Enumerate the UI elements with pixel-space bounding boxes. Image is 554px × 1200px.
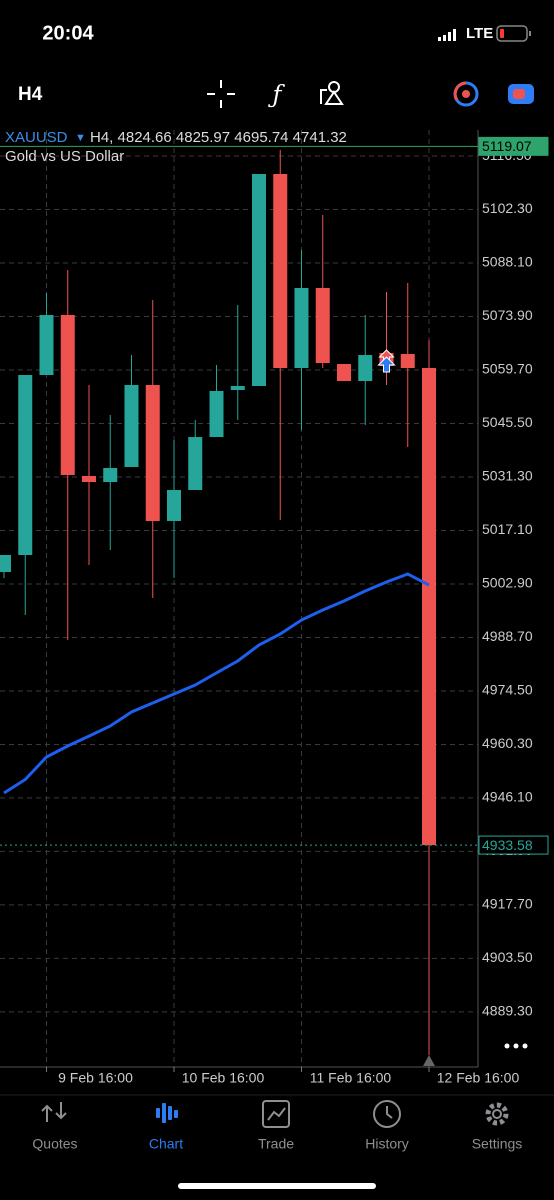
candle-body [252,174,266,387]
tab[interactable]: Trade [258,1100,294,1152]
tab-icon [267,1107,286,1121]
more-button[interactable] [504,1043,528,1049]
y-tick-label: 5017.10 [482,521,533,537]
tab-icon [492,1109,502,1119]
y-tick-label: 5045.50 [482,414,533,430]
x-tick-label: 11 Feb 16:00 [310,1070,392,1086]
candle-body [39,315,54,376]
tab[interactable]: Chart [149,1103,183,1152]
price-label: 4933.58 [482,837,533,853]
tab-label: Quotes [32,1136,77,1152]
tab-label: Trade [258,1136,294,1152]
ohlc-info: H4, 4824.66 4825.97 4695.74 4741.32 [90,129,347,146]
y-tick-label: 5088.10 [482,254,533,270]
tab-icon [386,1106,393,1119]
grid [0,130,478,1067]
tab-icon [174,1110,178,1118]
candle-body [422,368,436,846]
symbol-dropdown[interactable]: ▼ [75,132,86,144]
tab-label: Chart [149,1136,183,1152]
home-indicator [178,1183,376,1189]
tab-icon [373,1100,401,1128]
y-tick-label: 4889.30 [482,1003,533,1019]
tab-icon [262,1100,290,1128]
candle-body [230,386,245,391]
y-tick-label: 4903.50 [482,949,533,965]
signal-icon [438,29,456,41]
tab-label: Settings [472,1136,523,1152]
candle-body [209,390,224,438]
candle-body [60,315,75,475]
candle-body [82,476,96,482]
candle-body [294,288,309,369]
y-tick-label: 5002.90 [482,575,533,591]
y-tick-label: 5059.70 [482,361,533,377]
candle-body [273,174,288,369]
y-tick-label: 4974.50 [482,682,533,698]
candle-body [103,468,118,482]
y-tick-label: 5102.30 [482,200,533,216]
candle-body [18,375,33,556]
tab-icon [41,1102,67,1122]
symbol[interactable]: XAUUSD [5,129,68,146]
candle-body [400,353,415,369]
switch-button[interactable] [508,84,534,104]
buy-marker [377,356,396,373]
candle-body [145,385,160,521]
symbol-description: Gold vs US Dollar [5,148,124,165]
y-tick-label: 5073.90 [482,307,533,323]
tab-icon [485,1102,509,1126]
tab-icon [168,1106,172,1120]
price-label-box [478,136,549,156]
candle-body [167,490,181,521]
price-label-box [478,835,549,855]
candle-body [188,437,203,491]
objects-button[interactable] [320,81,344,105]
tab-bar: Quotes Chart Trade History Settings [32,1100,523,1152]
status-network: LTE [466,25,493,42]
price-label: 5119.07 [482,138,532,154]
trade-signal-button[interactable] [453,81,479,107]
tab[interactable]: History [365,1100,409,1152]
x-tick-label: 10 Feb 16:00 [182,1070,265,1086]
crosshair-button[interactable] [207,80,235,108]
battery-icon [496,25,531,42]
tab[interactable]: Settings [472,1102,523,1152]
tab[interactable]: Quotes [32,1102,78,1152]
y-tick-label: 4988.70 [482,628,533,644]
price-lines: 5119.07 4933.58 [0,136,549,855]
plot-area [0,150,436,1055]
moving-average-line [3,572,430,795]
timeframe[interactable]: H4 [18,84,43,105]
tab-icon [162,1103,166,1123]
y-tick-label: 5031.30 [482,468,533,484]
y-tick-label: 4917.70 [482,896,533,912]
x-tick-label: 12 Feb 16:00 [437,1070,520,1086]
candle-body [358,355,373,382]
tab-label: History [365,1136,409,1152]
candle-body [124,385,139,468]
x-axis-labels: 9 Feb 16:00 10 Feb 16:00 11 Feb 16:00 12 Fe… [46,1067,520,1086]
candle-body [0,555,11,572]
indicators-button[interactable]: ƒ [268,81,286,109]
tab-icon [156,1108,160,1118]
candle-body [337,364,351,382]
y-tick-label: 4946.10 [482,789,533,805]
y-tick-label: 4960.30 [482,735,533,751]
candle-body [315,288,330,364]
scroll-marker [423,1055,435,1066]
status-time: 20:04 [42,22,94,44]
x-tick-label: 9 Feb 16:00 [58,1070,133,1086]
